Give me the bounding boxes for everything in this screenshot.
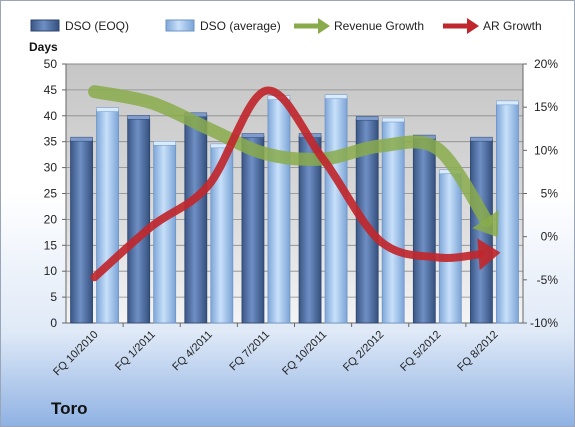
y-tick-label: 15: [44, 238, 58, 252]
bar-top: [70, 136, 93, 142]
x-tick-label: FQ 1/2011: [113, 329, 158, 374]
bar-top: [496, 100, 519, 106]
bar-top: [153, 141, 176, 146]
y2-tick-label: -10%: [530, 316, 558, 330]
bar-top: [470, 136, 493, 142]
series-line-ar-growth: [90, 86, 485, 282]
legend-item: DSO (average): [165, 19, 281, 33]
x-tick-label: FQ 5/2012: [398, 329, 443, 374]
y2-tick-label: -5%: [537, 273, 559, 287]
legend-swatch-arrowhead: [318, 18, 330, 34]
x-tick-label: FQ 2/2012: [341, 329, 386, 374]
y-tick-label: 10: [44, 264, 58, 278]
legend-label: Revenue Growth: [334, 19, 424, 33]
bar: [267, 98, 291, 324]
series-line-revenue-growth-arrowhead: [472, 210, 499, 238]
bar: [412, 137, 436, 324]
bar: [241, 136, 265, 324]
y2-tick-label: 0%: [541, 230, 559, 244]
x-tick-label: FQ 10/2010: [51, 329, 101, 379]
bar-top: [241, 133, 265, 138]
bar: [96, 110, 119, 324]
y-tick-label: 40: [44, 109, 58, 123]
bar: [496, 103, 519, 324]
legend-swatch: [30, 19, 60, 32]
bar: [184, 115, 208, 324]
bar-top: [381, 117, 405, 123]
y2-tick-label: 5%: [541, 187, 559, 201]
x-tick-label: FQ 8/2012: [455, 329, 500, 374]
bar-top: [96, 107, 119, 112]
bar: [70, 139, 93, 324]
y-tick-label: 50: [44, 57, 58, 71]
legend-item: DSO (EOQ): [30, 19, 129, 33]
y-axis-title: Days: [29, 40, 58, 54]
y2-tick-label: 10%: [534, 143, 558, 157]
legend-item: AR Growth: [443, 18, 542, 34]
series-line-ar-growth-arrowhead: [477, 238, 501, 271]
bar: [153, 143, 177, 324]
y2-tick-label: 20%: [534, 57, 558, 71]
series-line-revenue-growth: [88, 85, 494, 228]
y-tick-label: 5: [50, 290, 57, 304]
legend-label: AR Growth: [483, 19, 542, 33]
y-tick-label: 0: [50, 316, 57, 330]
bar-top: [324, 94, 348, 99]
bar: [438, 172, 462, 324]
bar: [127, 117, 151, 324]
y-tick-label: 20: [44, 212, 58, 226]
bar-top: [127, 115, 150, 120]
y-tick-label: 25: [44, 187, 58, 201]
x-tick-label: FQ 10/2011: [280, 329, 329, 378]
legend-swatch-arrowhead: [467, 18, 479, 34]
y-tick-label: 35: [44, 135, 58, 149]
legend-label: DSO (EOQ): [65, 19, 129, 33]
bar-top: [355, 116, 379, 121]
y-tick-label: 45: [44, 83, 58, 97]
x-tick-label: FQ 7/2011: [227, 329, 272, 374]
legend-item: Revenue Growth: [294, 18, 424, 34]
bar: [324, 97, 348, 324]
y2-tick-label: 15%: [534, 100, 558, 114]
company-name: Toro: [51, 399, 88, 418]
y-tick-label: 30: [44, 161, 58, 175]
legend-label: DSO (average): [200, 19, 281, 33]
x-tick-label: FQ 4/2011: [170, 329, 215, 374]
legend-swatch: [165, 19, 195, 32]
